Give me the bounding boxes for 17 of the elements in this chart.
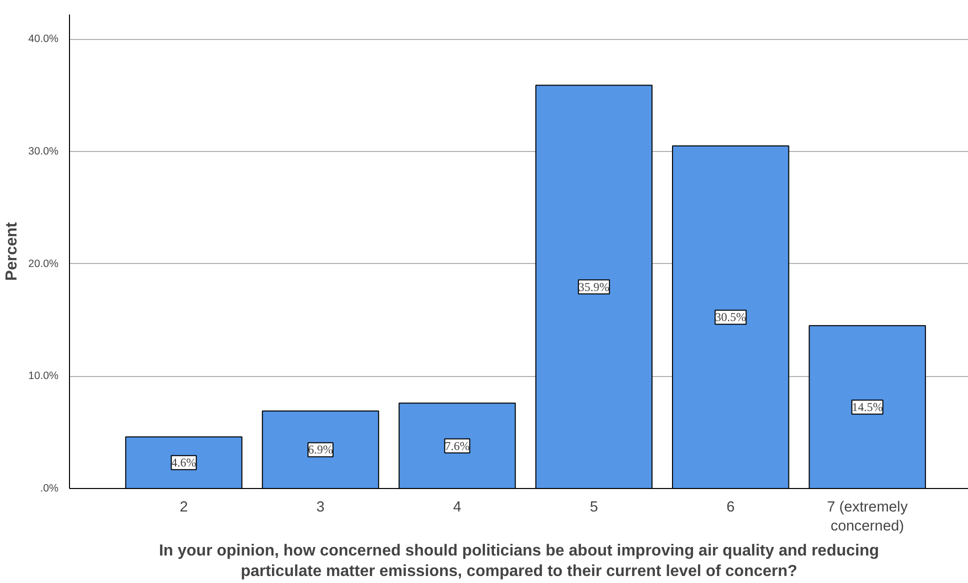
data-label: 30.5% [715, 310, 746, 324]
y-tick-label: .0% [40, 482, 60, 494]
data-label: 14.5% [852, 400, 883, 414]
x-tick-label: 2 [180, 500, 188, 516]
y-tick-label: 30.0% [28, 146, 60, 158]
data-label: 35.9% [578, 280, 610, 294]
data-label: 6.9% [308, 442, 333, 457]
x-tick-label: 3 [316, 500, 325, 516]
y-tick-label: 40.0% [28, 33, 60, 46]
x-axis-title: In your opinion, how concerned should politicians be about improving air quality and reducing particulate matter emissions, compared to their current level of concern? [158, 542, 880, 580]
x-tick-label: 7 (extremely concerned) [827, 500, 908, 535]
x-tick-label: 5 [590, 500, 598, 516]
x-tick-label: 4 [453, 500, 462, 516]
x-tick-label: 6 [726, 500, 735, 516]
y-tick-label: 10.0% [28, 370, 60, 382]
y-tick-label: 20.0% [28, 258, 60, 270]
y-axis-title: Percent [3, 221, 20, 281]
